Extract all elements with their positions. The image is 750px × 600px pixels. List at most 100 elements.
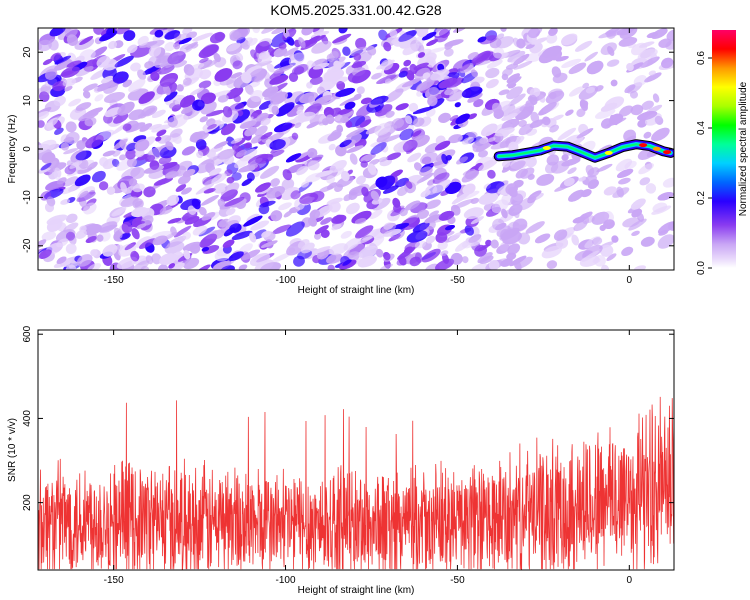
colorbar-tick-label: 0.4 xyxy=(696,121,707,135)
noise-blob xyxy=(138,91,155,104)
noise-blob xyxy=(181,146,196,156)
noise-blob xyxy=(169,128,183,138)
noise-blob xyxy=(298,37,306,49)
noise-blob xyxy=(643,131,652,139)
noise-blob xyxy=(426,235,436,244)
noise-blob xyxy=(87,263,101,270)
noise-blob xyxy=(252,28,260,34)
snr-y-tick-label: 200 xyxy=(22,494,33,511)
noise-blob xyxy=(415,252,423,263)
noise-blob xyxy=(327,264,335,270)
noise-blob xyxy=(244,126,257,137)
colorbar-tick-label: 0.2 xyxy=(696,191,707,205)
signal-hotspot xyxy=(604,150,613,155)
noise-blob xyxy=(630,198,646,210)
noise-blob xyxy=(121,221,133,234)
noise-blob xyxy=(342,259,352,266)
noise-blob xyxy=(144,61,154,69)
noise-blob xyxy=(113,113,129,124)
noise-blob xyxy=(464,225,474,236)
noise-blob xyxy=(282,169,293,181)
noise-blob xyxy=(333,60,342,70)
noise-blob xyxy=(500,258,513,267)
noise-blob xyxy=(211,173,227,184)
noise-blob xyxy=(38,91,50,103)
noise-blob xyxy=(196,150,204,159)
noise-blob xyxy=(66,34,78,46)
spectrogram-x-tick-label: -150 xyxy=(104,275,124,286)
noise-blob xyxy=(501,118,520,130)
noise-blob xyxy=(448,90,467,101)
noise-blob xyxy=(259,200,276,208)
noise-blob xyxy=(311,154,324,161)
spectrogram-x-tick-label: 0 xyxy=(627,275,633,286)
noise-blob xyxy=(377,175,396,190)
noise-blob xyxy=(473,99,484,108)
noise-blob xyxy=(631,230,640,237)
noise-blob xyxy=(425,199,441,210)
noise-blob xyxy=(328,243,349,256)
noise-blob xyxy=(79,49,96,61)
noise-blob xyxy=(594,108,616,119)
noise-blob xyxy=(531,37,548,45)
noise-blob xyxy=(314,225,329,235)
noise-blob xyxy=(125,122,146,133)
noise-blob xyxy=(506,86,523,100)
noise-blob xyxy=(65,213,78,224)
noise-blob xyxy=(96,55,111,68)
noise-blob xyxy=(97,224,118,233)
noise-blob xyxy=(494,127,515,137)
noise-blob xyxy=(266,63,275,73)
spectrogram-y-tick-label: 0 xyxy=(22,146,33,152)
noise-blob xyxy=(279,57,292,68)
chart-title: KOM5.2025.331.00.42.G28 xyxy=(270,2,441,18)
noise-blob xyxy=(245,65,263,76)
noise-blob xyxy=(591,237,603,246)
noise-blob xyxy=(416,172,434,184)
noise-blob xyxy=(346,127,366,138)
noise-blob xyxy=(167,51,186,65)
spectrogram-y-tick-label: -10 xyxy=(22,190,33,205)
noise-blob xyxy=(173,60,188,68)
noise-blob xyxy=(249,232,257,243)
noise-blob xyxy=(584,51,598,62)
noise-blob xyxy=(131,228,140,240)
noise-blob xyxy=(301,181,310,188)
noise-blob xyxy=(552,72,568,84)
noise-blob xyxy=(39,249,52,259)
noise-blob xyxy=(271,252,292,263)
spectrogram-x-label: Height of straight line (km) xyxy=(298,285,415,296)
noise-blob xyxy=(426,39,438,47)
noise-blob xyxy=(437,63,445,72)
noise-blob xyxy=(76,254,93,267)
noise-blob xyxy=(120,182,128,193)
noise-blob xyxy=(346,145,364,154)
noise-blob xyxy=(42,58,53,66)
noise-blob xyxy=(153,177,173,186)
noise-blob xyxy=(585,86,595,94)
noise-blob xyxy=(398,30,417,42)
noise-blob xyxy=(329,159,347,173)
noise-blob xyxy=(102,244,118,257)
noise-blob xyxy=(478,158,498,172)
noise-blob xyxy=(644,72,662,83)
noise-blob xyxy=(553,229,568,241)
noise-blob xyxy=(113,138,128,150)
noise-blob xyxy=(168,262,185,270)
noise-blob xyxy=(551,114,564,121)
noise-blob xyxy=(380,263,393,270)
noise-blob xyxy=(326,182,338,190)
noise-blob xyxy=(137,69,147,81)
noise-blob xyxy=(130,62,141,72)
noise-blob xyxy=(388,234,401,242)
noise-blob xyxy=(536,173,555,186)
noise-blob xyxy=(149,160,160,170)
noise-blob xyxy=(476,59,494,66)
noise-blob xyxy=(648,70,656,76)
noise-blob xyxy=(451,192,471,205)
noise-blob xyxy=(444,86,459,96)
noise-blob xyxy=(163,84,171,96)
noise-blob xyxy=(53,259,73,268)
noise-blob xyxy=(111,207,127,217)
noise-blob xyxy=(420,152,438,165)
